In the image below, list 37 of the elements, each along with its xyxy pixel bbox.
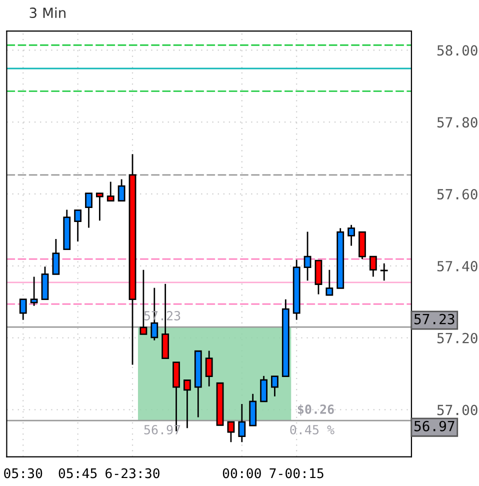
y-tick-label: 58.00 (437, 45, 478, 56)
candlestick (271, 376, 278, 398)
y-tick-label: 57.20 (437, 332, 478, 344)
y-tick-label: 57.00 (437, 404, 478, 416)
candlestick (184, 380, 191, 429)
candlestick (348, 224, 355, 246)
candlestick (304, 231, 312, 282)
annotation: 0.45 % (290, 424, 334, 434)
candlestick (96, 192, 104, 222)
x-tick-label: 7-00:15 (270, 468, 324, 478)
candlestick (369, 256, 377, 278)
annotation: 56.97 (144, 424, 180, 434)
candlestick (314, 260, 322, 296)
candlestick (74, 209, 82, 242)
candlestick (19, 298, 27, 321)
x-tick-label: 05:45 (58, 468, 97, 478)
candlestick (380, 262, 388, 282)
y-tick-label: 57.60 (437, 188, 478, 200)
candlestick (238, 403, 246, 443)
candlestick (52, 238, 60, 275)
chart-title: 3 Min (30, 7, 66, 18)
y-tick-label: 57.40 (437, 260, 478, 272)
candlestick (326, 269, 334, 296)
candlestick (30, 276, 38, 307)
candlestick (106, 181, 114, 202)
y-tick-label: 57.80 (437, 117, 478, 128)
x-tick-label: 6-23:30 (106, 468, 160, 478)
candlestick (227, 421, 235, 443)
ref-line-label: 56.97 (414, 420, 454, 432)
ref-line-label: 57.23 (414, 314, 454, 324)
candlestick (118, 178, 126, 202)
x-tick-label: 00:00 (222, 468, 261, 478)
annotation: $0.26 (298, 404, 334, 416)
candlestick (85, 192, 92, 228)
candlestick (205, 350, 213, 388)
candlestick (260, 375, 268, 402)
x-tick-label: 05:30 (4, 468, 42, 478)
